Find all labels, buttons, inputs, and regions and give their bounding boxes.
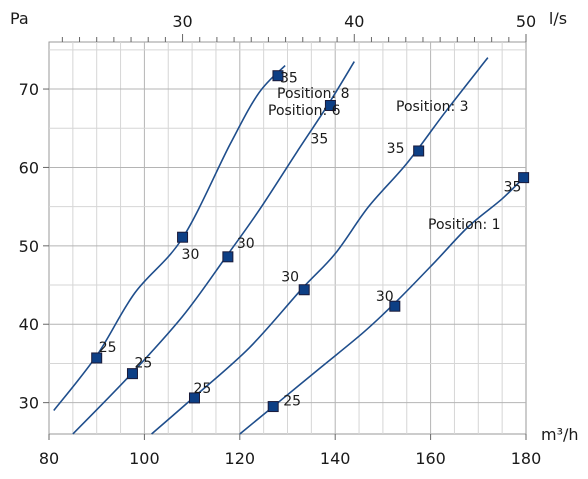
x-tick-label: 80 — [39, 449, 59, 468]
top-tick-label: 40 — [344, 12, 364, 31]
data-point-marker — [389, 300, 401, 312]
data-point-marker — [126, 368, 138, 380]
y-axis-unit: Pa — [10, 9, 29, 28]
data-point-marker — [324, 100, 336, 112]
data-point-marker — [91, 352, 103, 364]
y-tick-label: 30 — [19, 394, 39, 413]
data-point-label: 30 — [281, 270, 299, 286]
data-point-label: 35 — [280, 71, 298, 87]
data-point-marker — [413, 145, 425, 157]
data-point-label: 35 — [310, 132, 328, 148]
series-curve-3 — [151, 57, 489, 435]
x-tick-label: 140 — [320, 449, 351, 468]
axis-tick-labels: 80 100 120 140 160 180 30 40 50 60 70 30 40 50 — [19, 12, 542, 468]
data-point-label: 25 — [134, 356, 152, 372]
data-point-label: 25 — [193, 381, 211, 397]
data-point-marker — [188, 392, 200, 404]
data-point-marker — [222, 251, 234, 263]
top-tick-label: 30 — [172, 12, 192, 31]
top-axis-unit: l/s — [549, 9, 567, 28]
x-axis-unit: m³/h — [541, 425, 579, 444]
series-name-label: Position: 6 — [268, 103, 341, 119]
x-tick-label: 100 — [129, 449, 160, 468]
data-point-label: 25 — [283, 394, 301, 410]
data-point-label: 35 — [504, 180, 522, 196]
data-markers — [91, 70, 530, 413]
series-name-label: Position: 1 — [428, 217, 501, 233]
y-tick-label: 60 — [19, 158, 39, 177]
x-tick-label: 180 — [511, 449, 542, 468]
data-point-marker — [267, 401, 279, 413]
series-name-label: Position: 8 — [277, 86, 350, 102]
data-point-label: 35 — [387, 141, 405, 157]
series-name-label: Position: 3 — [396, 99, 469, 115]
data-point-label: 25 — [99, 340, 117, 356]
y-tick-label: 40 — [19, 315, 39, 334]
y-tick-label: 70 — [19, 80, 39, 99]
data-point-marker — [272, 70, 284, 82]
grid — [49, 42, 526, 434]
data-point-marker — [177, 231, 189, 243]
top-tick-label: 50 — [516, 12, 536, 31]
y-tick-label: 50 — [19, 237, 39, 256]
data-point-label: 30 — [376, 289, 394, 305]
data-point-label: 30 — [182, 247, 200, 263]
data-point-marker — [518, 172, 530, 184]
x-tick-label: 120 — [225, 449, 256, 468]
x-tick-label: 160 — [415, 449, 446, 468]
data-point-label: 30 — [237, 236, 255, 252]
data-point-marker — [298, 284, 310, 296]
